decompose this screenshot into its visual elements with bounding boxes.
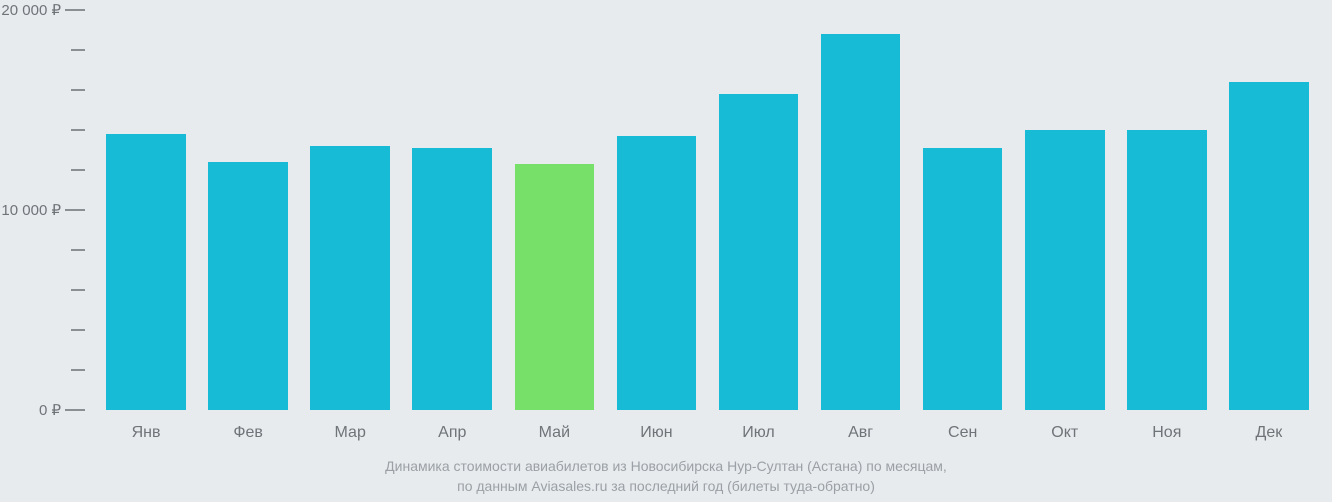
bar <box>1025 130 1105 410</box>
y-axis-label: 0 ₽ <box>39 401 61 419</box>
chart-plot-area: ЯнвФевМарАпрМайИюнИюлАвгСенОктНояДек 0 ₽… <box>95 10 1320 410</box>
x-axis-label: Ноя <box>1116 424 1218 442</box>
bar-slot: Янв <box>95 10 197 410</box>
x-axis-label: Мар <box>299 424 401 442</box>
bar <box>1229 82 1309 410</box>
bar-slot: Окт <box>1014 10 1116 410</box>
x-axis-label: Май <box>503 424 605 442</box>
x-axis-label: Дек <box>1218 424 1320 442</box>
chart-caption: Динамика стоимости авиабилетов из Новоси… <box>0 456 1332 496</box>
y-tick-minor <box>71 289 85 291</box>
bar <box>310 146 390 410</box>
bars-container: ЯнвФевМарАпрМайИюнИюлАвгСенОктНояДек <box>95 10 1320 410</box>
bar <box>821 34 901 410</box>
bar <box>617 136 697 410</box>
x-axis-label: Июл <box>707 424 809 442</box>
bar-slot: Мар <box>299 10 401 410</box>
bar-slot: Май <box>503 10 605 410</box>
bar <box>208 162 288 410</box>
x-axis-label: Авг <box>810 424 912 442</box>
y-axis-label: 20 000 ₽ <box>1 1 61 19</box>
y-tick-major <box>65 409 85 411</box>
y-tick-major <box>65 209 85 211</box>
y-tick-minor <box>71 169 85 171</box>
bar-slot: Апр <box>401 10 503 410</box>
y-axis-label: 10 000 ₽ <box>1 201 61 219</box>
bar-slot: Июн <box>605 10 707 410</box>
bar-slot: Дек <box>1218 10 1320 410</box>
bar <box>923 148 1003 410</box>
caption-line-2: по данным Aviasales.ru за последний год … <box>0 476 1332 496</box>
bar-slot: Сен <box>912 10 1014 410</box>
x-axis-label: Сен <box>912 424 1014 442</box>
y-tick-minor <box>71 129 85 131</box>
bar <box>1127 130 1207 410</box>
x-axis-label: Апр <box>401 424 503 442</box>
bar-slot: Фев <box>197 10 299 410</box>
x-axis-label: Окт <box>1014 424 1116 442</box>
x-axis-label: Фев <box>197 424 299 442</box>
bar-slot: Июл <box>707 10 809 410</box>
y-tick-minor <box>71 249 85 251</box>
bar-slot: Ноя <box>1116 10 1218 410</box>
bar <box>412 148 492 410</box>
x-axis-label: Июн <box>605 424 707 442</box>
y-tick-minor <box>71 89 85 91</box>
x-axis-label: Янв <box>95 424 197 442</box>
y-tick-minor <box>71 329 85 331</box>
y-tick-minor <box>71 49 85 51</box>
y-tick-minor <box>71 369 85 371</box>
bar <box>515 164 595 410</box>
bar-slot: Авг <box>810 10 912 410</box>
bar <box>106 134 186 410</box>
y-tick-major <box>65 9 85 11</box>
bar <box>719 94 799 410</box>
caption-line-1: Динамика стоимости авиабилетов из Новоси… <box>0 456 1332 476</box>
